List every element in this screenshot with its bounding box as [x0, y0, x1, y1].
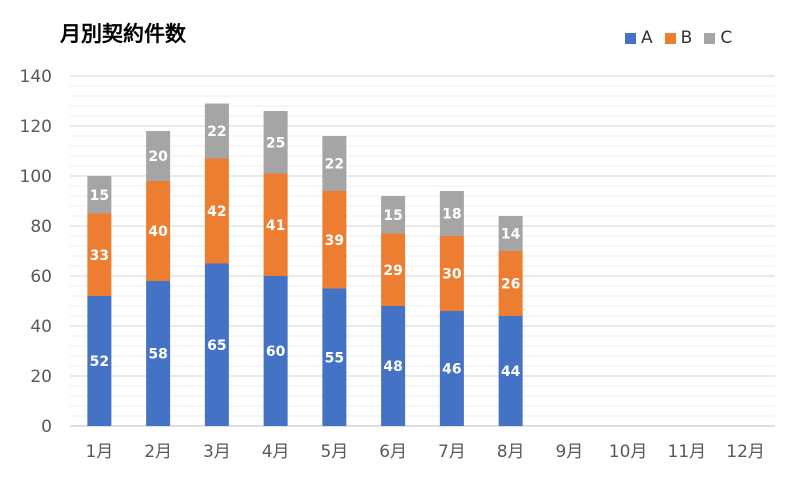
- x-tick-label: 9月: [555, 442, 583, 462]
- x-tick-label: 2月: [144, 442, 172, 462]
- bar-c-1: [87, 176, 112, 214]
- y-tick-label: 140: [20, 67, 52, 87]
- bar-c-6: [381, 196, 406, 234]
- data-label-b-2: 40: [148, 224, 168, 240]
- data-label-a-6: 48: [383, 359, 402, 375]
- x-tick-label: 1月: [85, 442, 113, 462]
- data-label-c-5: 22: [325, 157, 344, 173]
- x-tick-label: 8月: [497, 442, 525, 462]
- data-label-a-2: 58: [148, 347, 167, 363]
- x-tick-label: 4月: [262, 442, 290, 462]
- legend-label-c: C: [720, 28, 733, 48]
- bar-b-6: [381, 233, 406, 306]
- data-label-b-6: 29: [383, 263, 402, 279]
- chart-title: 月別契約件数: [60, 22, 186, 46]
- y-tick-label: 100: [20, 167, 52, 187]
- bar-a-1: [87, 296, 112, 426]
- data-label-c-2: 20: [148, 149, 168, 165]
- data-label-b-7: 30: [442, 267, 462, 283]
- data-label-a-3: 65: [207, 338, 226, 354]
- legend-item-b: B: [664, 28, 693, 48]
- bar-b-5: [322, 191, 347, 289]
- bar-c-8: [498, 216, 523, 251]
- data-label-b-4: 41: [266, 218, 285, 234]
- bar-b-2: [146, 181, 171, 281]
- data-label-c-7: 18: [442, 207, 461, 223]
- data-label-b-1: 33: [90, 248, 109, 264]
- legend-label-a: A: [641, 28, 653, 48]
- legend-swatch-b: [664, 32, 676, 44]
- bar-c-4: [263, 111, 288, 174]
- bar-b-4: [263, 173, 288, 276]
- data-label-b-5: 39: [325, 233, 344, 249]
- bar-a-3: [204, 263, 229, 426]
- y-tick-label: 60: [30, 267, 52, 287]
- bar-a-8: [498, 316, 523, 426]
- x-tick-label: 12月: [726, 442, 765, 462]
- bar-c-2: [146, 131, 171, 181]
- data-label-c-3: 22: [207, 124, 226, 140]
- bar-a-7: [439, 311, 464, 426]
- bar-c-5: [322, 136, 347, 191]
- y-tick-label: 20: [30, 367, 52, 387]
- bar-b-1: [87, 213, 112, 296]
- data-label-a-1: 52: [90, 354, 109, 370]
- data-label-b-8: 26: [501, 277, 520, 293]
- bar-a-2: [146, 281, 171, 426]
- data-label-c-1: 15: [90, 188, 109, 204]
- bar-b-7: [439, 236, 464, 311]
- bar-c-3: [204, 103, 229, 159]
- y-tick-label: 80: [30, 217, 52, 237]
- data-label-c-6: 15: [383, 208, 402, 224]
- bar-a-4: [263, 276, 288, 426]
- bar-b-8: [498, 251, 523, 316]
- x-tick-label: 3月: [203, 442, 231, 462]
- y-tick-label: 120: [20, 117, 52, 137]
- x-tick-label: 5月: [320, 442, 348, 462]
- data-label-a-7: 46: [442, 362, 461, 378]
- legend: A B C: [625, 28, 732, 48]
- data-label-c-8: 14: [501, 227, 521, 243]
- x-tick-label: 10月: [609, 442, 648, 462]
- x-tick-label: 6月: [379, 442, 407, 462]
- data-label-b-3: 42: [207, 204, 226, 220]
- y-tick-label: 0: [41, 417, 52, 437]
- bar-c-7: [439, 191, 464, 236]
- data-label-c-4: 25: [266, 135, 285, 151]
- data-label-a-4: 60: [266, 344, 286, 360]
- bar-a-5: [322, 288, 347, 426]
- bar-b-3: [204, 158, 229, 264]
- x-tick-label: 11月: [668, 442, 707, 462]
- data-label-a-8: 44: [501, 364, 521, 380]
- legend-swatch-a: [625, 32, 636, 44]
- y-tick-label: 40: [30, 317, 52, 337]
- bar-a-6: [381, 306, 406, 426]
- data-label-a-5: 55: [325, 350, 344, 366]
- legend-swatch-c: [704, 32, 716, 44]
- legend-item-c: C: [704, 28, 732, 48]
- x-tick-label: 7月: [438, 442, 466, 462]
- legend-item-a: A: [625, 28, 653, 48]
- legend-label-b: B: [680, 28, 693, 48]
